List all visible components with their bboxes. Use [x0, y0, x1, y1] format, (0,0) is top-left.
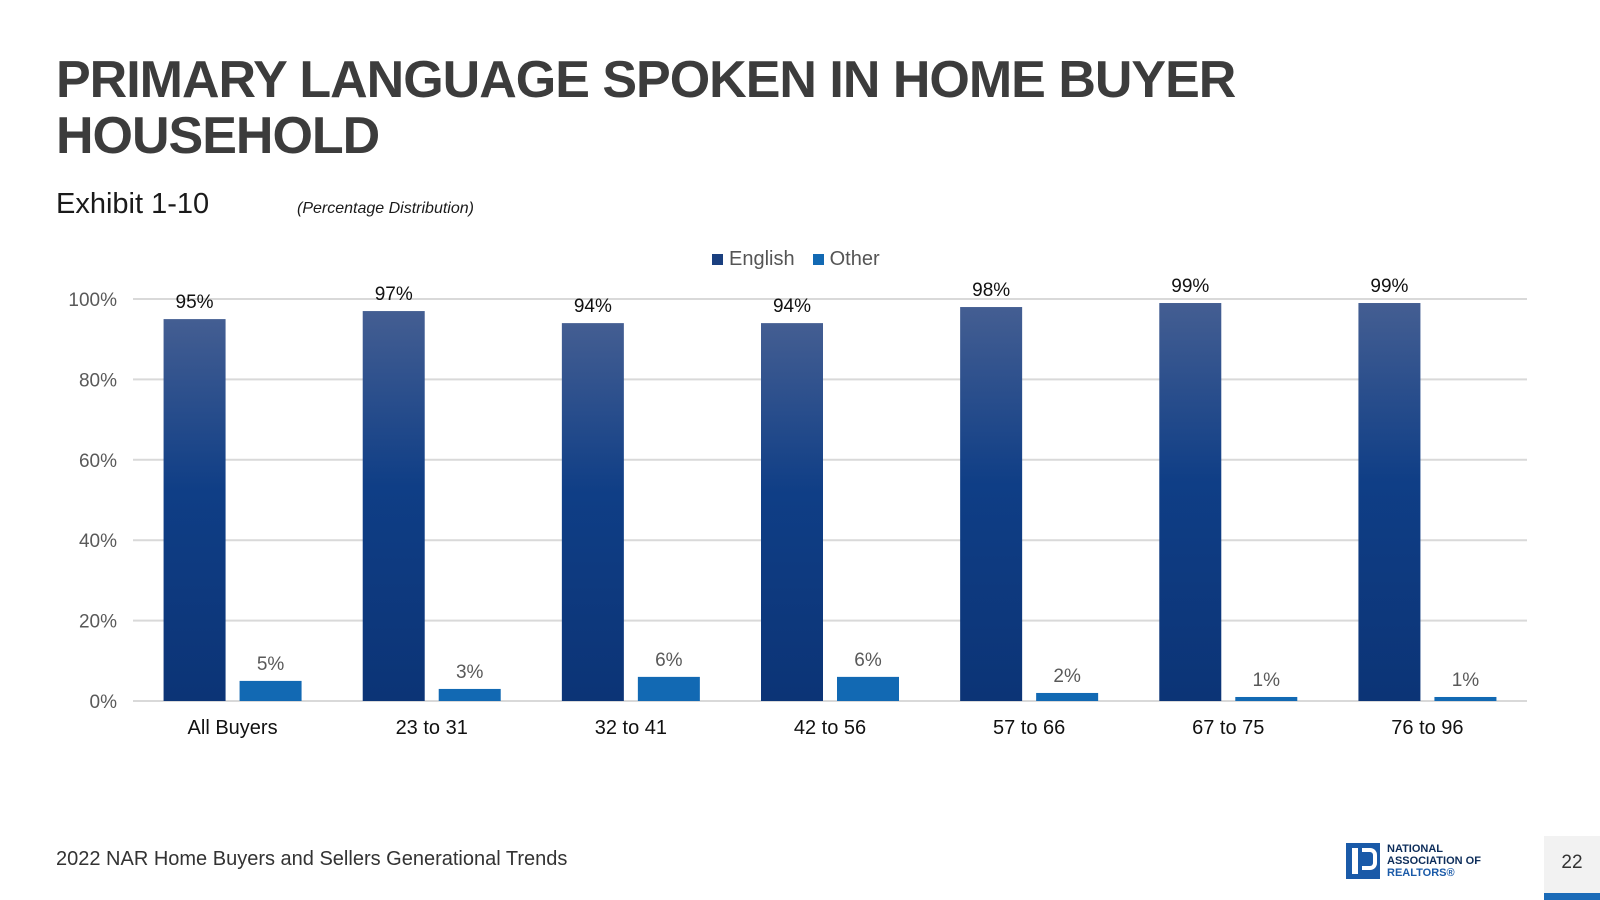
- value-label-other: 1%: [1253, 670, 1281, 691]
- value-label-other: 1%: [1452, 670, 1480, 691]
- bar-english: [362, 311, 425, 701]
- value-labels: 95% 5% 97% 3% 94% 6% 94% 6% 98% 2% 99% 1% 99% 1%: [176, 276, 1480, 691]
- page-number: 22: [1561, 852, 1583, 873]
- bar-other: [239, 680, 302, 701]
- legend-swatch-other: [812, 254, 824, 265]
- bar-english: [761, 323, 823, 701]
- legend-swatch-english: [712, 254, 723, 265]
- gridlines: [133, 298, 1527, 702]
- legend-item-other: Other: [812, 248, 880, 271]
- chart-legend: English Other: [712, 248, 898, 271]
- exhibit-label: Exhibit 1-10: [56, 188, 210, 220]
- x-tick-label: 42 to 56: [794, 717, 866, 739]
- value-label-english: 94%: [773, 296, 811, 317]
- x-tick-label: 23 to 31: [396, 717, 468, 739]
- bar-other: [637, 676, 700, 701]
- legend-label-other: Other: [829, 248, 880, 270]
- value-label-english: 99%: [1370, 276, 1408, 297]
- legend-label-english: English: [729, 248, 795, 270]
- value-label-english: 97%: [375, 284, 413, 305]
- x-tick-label: 67 to 75: [1192, 717, 1264, 739]
- bar-other: [1434, 696, 1497, 701]
- nar-logo: NATIONAL ASSOCIATION OF REALTORS®: [1346, 843, 1481, 879]
- realtor-r-icon: [1346, 843, 1380, 879]
- value-label-other: 6%: [854, 650, 882, 671]
- bar-other: [1036, 692, 1099, 701]
- logo-line-1: NATIONAL: [1387, 843, 1444, 855]
- chart-subtitle: (Percentage Distribution): [297, 200, 474, 217]
- value-label-other: 5%: [257, 654, 285, 675]
- value-label-other: 2%: [1053, 666, 1081, 687]
- page-title: PRIMARY LANGUAGE SPOKEN IN HOME BUYER HO…: [56, 51, 1236, 165]
- legend-item-english: English: [712, 248, 795, 271]
- page-number-box: 22: [1544, 836, 1600, 900]
- x-tick-label: 57 to 66: [993, 717, 1065, 739]
- value-label-english: 95%: [176, 292, 214, 313]
- y-tick-label: 80%: [79, 370, 117, 391]
- logo-line-3: REALTORS®: [1387, 867, 1455, 879]
- y-tick-label: 0%: [90, 692, 118, 713]
- y-tick-label: 60%: [79, 451, 117, 472]
- bar-chart: 0%20%40%60%80%100% 95%5%97%3%94%6%94%6%9…: [68, 276, 1527, 739]
- value-label-english: 94%: [574, 296, 612, 317]
- y-tick-label: 20%: [79, 612, 117, 633]
- source-footer: 2022 NAR Home Buyers and Sellers Generat…: [56, 848, 568, 870]
- y-tick-label: 40%: [79, 531, 117, 552]
- x-tick-label: 76 to 96: [1391, 717, 1463, 739]
- bar-english: [1159, 303, 1222, 701]
- value-label-english: 99%: [1171, 276, 1209, 297]
- bar-english: [163, 319, 226, 701]
- bar-other: [1235, 696, 1298, 701]
- x-tick-label: 32 to 41: [595, 717, 667, 739]
- bars: [163, 303, 1497, 701]
- bar-english: [561, 323, 624, 701]
- value-label-other: 6%: [655, 650, 683, 671]
- page-accent-bar: [1544, 893, 1600, 900]
- bar-english: [1358, 303, 1421, 701]
- bar-other: [837, 676, 899, 701]
- x-axis-ticks: All Buyers 23 to 31 32 to 41 42 to 56 57 to …: [188, 717, 1464, 739]
- bar-english: [960, 307, 1023, 701]
- value-label-other: 3%: [456, 662, 484, 683]
- x-tick-label: All Buyers: [188, 717, 278, 739]
- logo-line-2: ASSOCIATION OF: [1387, 855, 1481, 867]
- logo-wordmark: NATIONAL ASSOCIATION OF REALTORS®: [1387, 843, 1481, 879]
- bar-other: [438, 688, 501, 701]
- value-label-english: 98%: [972, 280, 1010, 301]
- y-tick-label: 100%: [68, 290, 117, 311]
- y-axis-ticks: 0% 20% 40% 60% 80% 100%: [68, 290, 117, 713]
